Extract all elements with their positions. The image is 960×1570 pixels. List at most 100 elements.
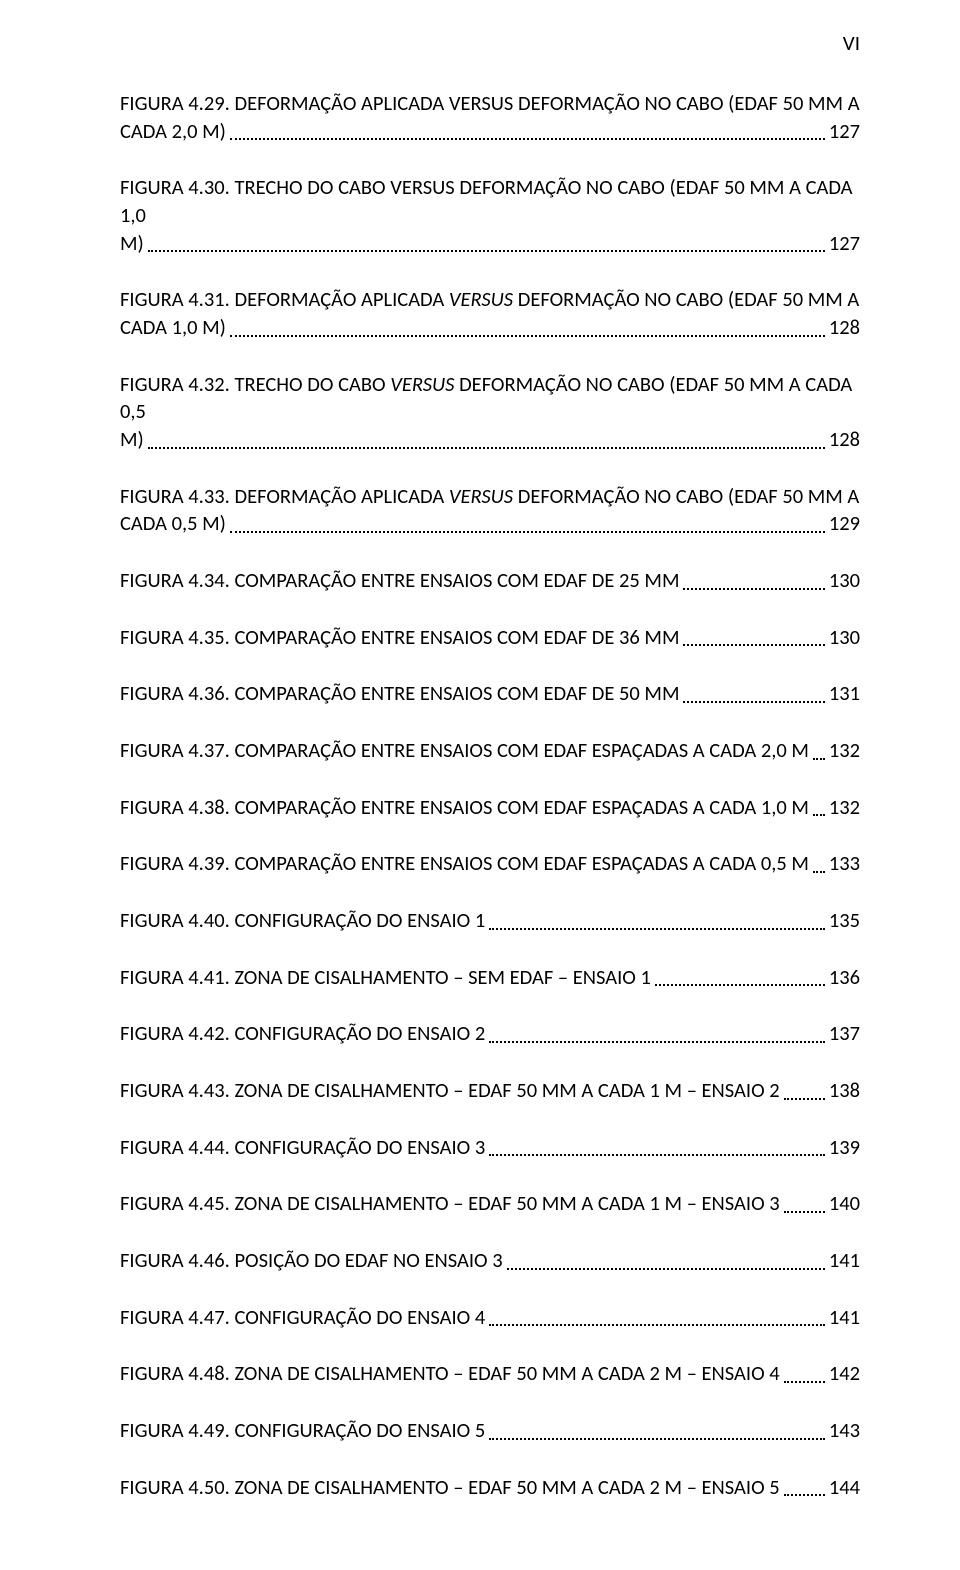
toc-entry: FIGURA 4.31. DEFORMAÇÃO APLICADA VERSUS …: [120, 286, 860, 341]
toc-page-number: 130: [829, 567, 860, 595]
toc-label-pre: FIGURA 4.31. DEFORMAÇÃO APLICADA: [120, 286, 449, 312]
toc-entry-line1: FIGURA 4.31. DEFORMAÇÃO APLICADA VERSUS …: [120, 286, 860, 314]
toc-label-pre: FIGURA 4.32. TRECHO DO CABO: [120, 371, 390, 397]
toc-leader-dots: [784, 1098, 825, 1100]
toc-label: FIGURA 4.40. CONFIGURAÇÃO DO ENSAIO 1: [120, 907, 485, 935]
toc-page-number: 135: [829, 907, 860, 935]
toc-leader-dots: [148, 447, 825, 449]
document-page: VI FIGURA 4.29. DEFORMAÇÃO APLICADA VERS…: [0, 0, 960, 1570]
toc-leader-dots: [813, 814, 825, 816]
toc-entry: FIGURA 4.38. COMPARAÇÃO ENTRE ENSAIOS CO…: [120, 794, 860, 822]
toc-entry-line2: CADA 0,5 M) 129: [120, 510, 860, 538]
toc-label-italic: VERSUS: [449, 483, 513, 509]
toc-page-number: 133: [829, 850, 860, 878]
toc-label: FIGURA 4.47. CONFIGURAÇÃO DO ENSAIO 4: [120, 1304, 485, 1332]
toc-leader-dots: [655, 984, 825, 986]
toc-label: FIGURA 4.45. ZONA DE CISALHAMENTO – EDAF…: [120, 1190, 780, 1218]
toc-entry-line2: M) 127: [120, 230, 860, 258]
toc-entry-line1: FIGURA 4.32. TRECHO DO CABO VERSUS DEFOR…: [120, 371, 860, 426]
toc-label: CADA 0,5 M): [120, 510, 226, 538]
toc-label: M): [120, 426, 144, 454]
toc-label: FIGURA 4.37. COMPARAÇÃO ENTRE ENSAIOS CO…: [120, 737, 809, 765]
toc-entry: FIGURA 4.35. COMPARAÇÃO ENTRE ENSAIOS CO…: [120, 624, 860, 652]
toc-leader-dots: [230, 531, 825, 533]
toc-page-number: 129: [829, 510, 860, 538]
toc-entry-line1: FIGURA 4.30. TRECHO DO CABO VERSUS DEFOR…: [120, 174, 860, 229]
toc-page-number: 141: [829, 1304, 860, 1332]
page-numeral: VI: [843, 30, 860, 56]
toc-page-number: 128: [829, 314, 860, 342]
toc-page-number: 141: [829, 1247, 860, 1275]
toc-label-italic: VERSUS: [390, 371, 454, 397]
toc-leader-dots: [784, 1211, 825, 1213]
toc-leader-dots: [784, 1381, 825, 1383]
toc-entry: FIGURA 4.33. DEFORMAÇÃO APLICADA VERSUS …: [120, 483, 860, 538]
toc-label: FIGURA 4.43. ZONA DE CISALHAMENTO – EDAF…: [120, 1077, 780, 1105]
toc-entry: FIGURA 4.43. ZONA DE CISALHAMENTO – EDAF…: [120, 1077, 860, 1105]
toc-page-number: 127: [829, 118, 860, 146]
toc-label: CADA 2,0 M): [120, 118, 226, 146]
toc-entry: FIGURA 4.44. CONFIGURAÇÃO DO ENSAIO 3139: [120, 1134, 860, 1162]
toc-page-number: 127: [829, 230, 860, 258]
toc-page-number: 144: [829, 1474, 860, 1502]
toc-leader-dots: [148, 250, 825, 252]
toc-leader-dots: [489, 1041, 825, 1043]
toc-label: FIGURA 4.50. ZONA DE CISALHAMENTO – EDAF…: [120, 1474, 780, 1502]
toc-entry-line1: FIGURA 4.29. DEFORMAÇÃO APLICADA VERSUS …: [120, 90, 860, 118]
toc-entry: FIGURA 4.32. TRECHO DO CABO VERSUS DEFOR…: [120, 371, 860, 454]
toc-label: FIGURA 4.35. COMPARAÇÃO ENTRE ENSAIOS CO…: [120, 624, 679, 652]
toc-label: FIGURA 4.39. COMPARAÇÃO ENTRE ENSAIOS CO…: [120, 850, 809, 878]
toc-page-number: 136: [829, 964, 860, 992]
toc-leader-dots: [230, 138, 825, 140]
toc-entry: FIGURA 4.30. TRECHO DO CABO VERSUS DEFOR…: [120, 174, 860, 257]
toc-page-number: 143: [829, 1417, 860, 1445]
toc-label-post: DEFORMAÇÃO NO CABO (EDAF 50 MM A: [513, 483, 859, 509]
toc-entry: FIGURA 4.47. CONFIGURAÇÃO DO ENSAIO 4 141: [120, 1304, 860, 1332]
toc-page-number: 131: [829, 680, 860, 708]
toc-entry: FIGURA 4.45. ZONA DE CISALHAMENTO – EDAF…: [120, 1190, 860, 1218]
toc-entry: FIGURA 4.34. COMPARAÇÃO ENTRE ENSAIOS CO…: [120, 567, 860, 595]
toc-entry: FIGURA 4.41. ZONA DE CISALHAMENTO – SEM …: [120, 964, 860, 992]
toc-leader-dots: [489, 928, 825, 930]
toc-entry: FIGURA 4.40. CONFIGURAÇÃO DO ENSAIO 1 135: [120, 907, 860, 935]
toc-label: FIGURA 4.41. ZONA DE CISALHAMENTO – SEM …: [120, 964, 651, 992]
toc-entry: FIGURA 4.50. ZONA DE CISALHAMENTO – EDAF…: [120, 1474, 860, 1502]
toc-entry-line2: CADA 2,0 M) 127: [120, 118, 860, 146]
toc-leader-dots: [813, 871, 825, 873]
toc-entries: FIGURA 4.29. DEFORMAÇÃO APLICADA VERSUS …: [120, 90, 860, 1501]
toc-label: FIGURA 4.49. CONFIGURAÇÃO DO ENSAIO 5: [120, 1417, 485, 1445]
toc-page-number: 142: [829, 1360, 860, 1388]
toc-entry: FIGURA 4.48. ZONA DE CISALHAMENTO – EDAF…: [120, 1360, 860, 1388]
toc-label-italic: VERSUS: [449, 286, 513, 312]
toc-label-pre: FIGURA 4.33. DEFORMAÇÃO APLICADA: [120, 483, 449, 509]
toc-page-number: 130: [829, 624, 860, 652]
toc-label: FIGURA 4.42. CONFIGURAÇÃO DO ENSAIO 2: [120, 1020, 485, 1048]
toc-leader-dots: [230, 335, 825, 337]
toc-label: M): [120, 230, 144, 258]
toc-entry: FIGURA 4.49. CONFIGURAÇÃO DO ENSAIO 5 143: [120, 1417, 860, 1445]
toc-label: FIGURA 4.44. CONFIGURAÇÃO DO ENSAIO 3: [120, 1134, 485, 1162]
toc-leader-dots: [489, 1324, 825, 1326]
toc-entry-line2: CADA 1,0 M) 128: [120, 314, 860, 342]
toc-label: FIGURA 4.34. COMPARAÇÃO ENTRE ENSAIOS CO…: [120, 567, 679, 595]
toc-leader-dots: [813, 758, 825, 760]
toc-page-number: 138: [829, 1077, 860, 1105]
toc-label: FIGURA 4.46. POSIÇÃO DO EDAF NO ENSAIO 3: [120, 1247, 503, 1275]
toc-leader-dots: [489, 1154, 825, 1156]
toc-entry: FIGURA 4.36. COMPARAÇÃO ENTRE ENSAIOS CO…: [120, 680, 860, 708]
toc-leader-dots: [683, 644, 824, 646]
toc-label: FIGURA 4.38. COMPARAÇÃO ENTRE ENSAIOS CO…: [120, 794, 809, 822]
toc-page-number: 132: [829, 737, 860, 765]
toc-leader-dots: [784, 1494, 825, 1496]
toc-leader-dots: [489, 1438, 825, 1440]
toc-entry: FIGURA 4.37. COMPARAÇÃO ENTRE ENSAIOS CO…: [120, 737, 860, 765]
toc-entry: FIGURA 4.42. CONFIGURAÇÃO DO ENSAIO 2 137: [120, 1020, 860, 1048]
toc-label: FIGURA 4.48. ZONA DE CISALHAMENTO – EDAF…: [120, 1360, 780, 1388]
toc-entry-line2: M)128: [120, 426, 860, 454]
toc-page-number: 137: [829, 1020, 860, 1048]
toc-leader-dots: [683, 588, 824, 590]
toc-label: CADA 1,0 M): [120, 314, 226, 342]
toc-page-number: 132: [829, 794, 860, 822]
toc-entry: FIGURA 4.29. DEFORMAÇÃO APLICADA VERSUS …: [120, 90, 860, 145]
toc-label-post: DEFORMAÇÃO NO CABO (EDAF 50 MM A: [513, 286, 859, 312]
